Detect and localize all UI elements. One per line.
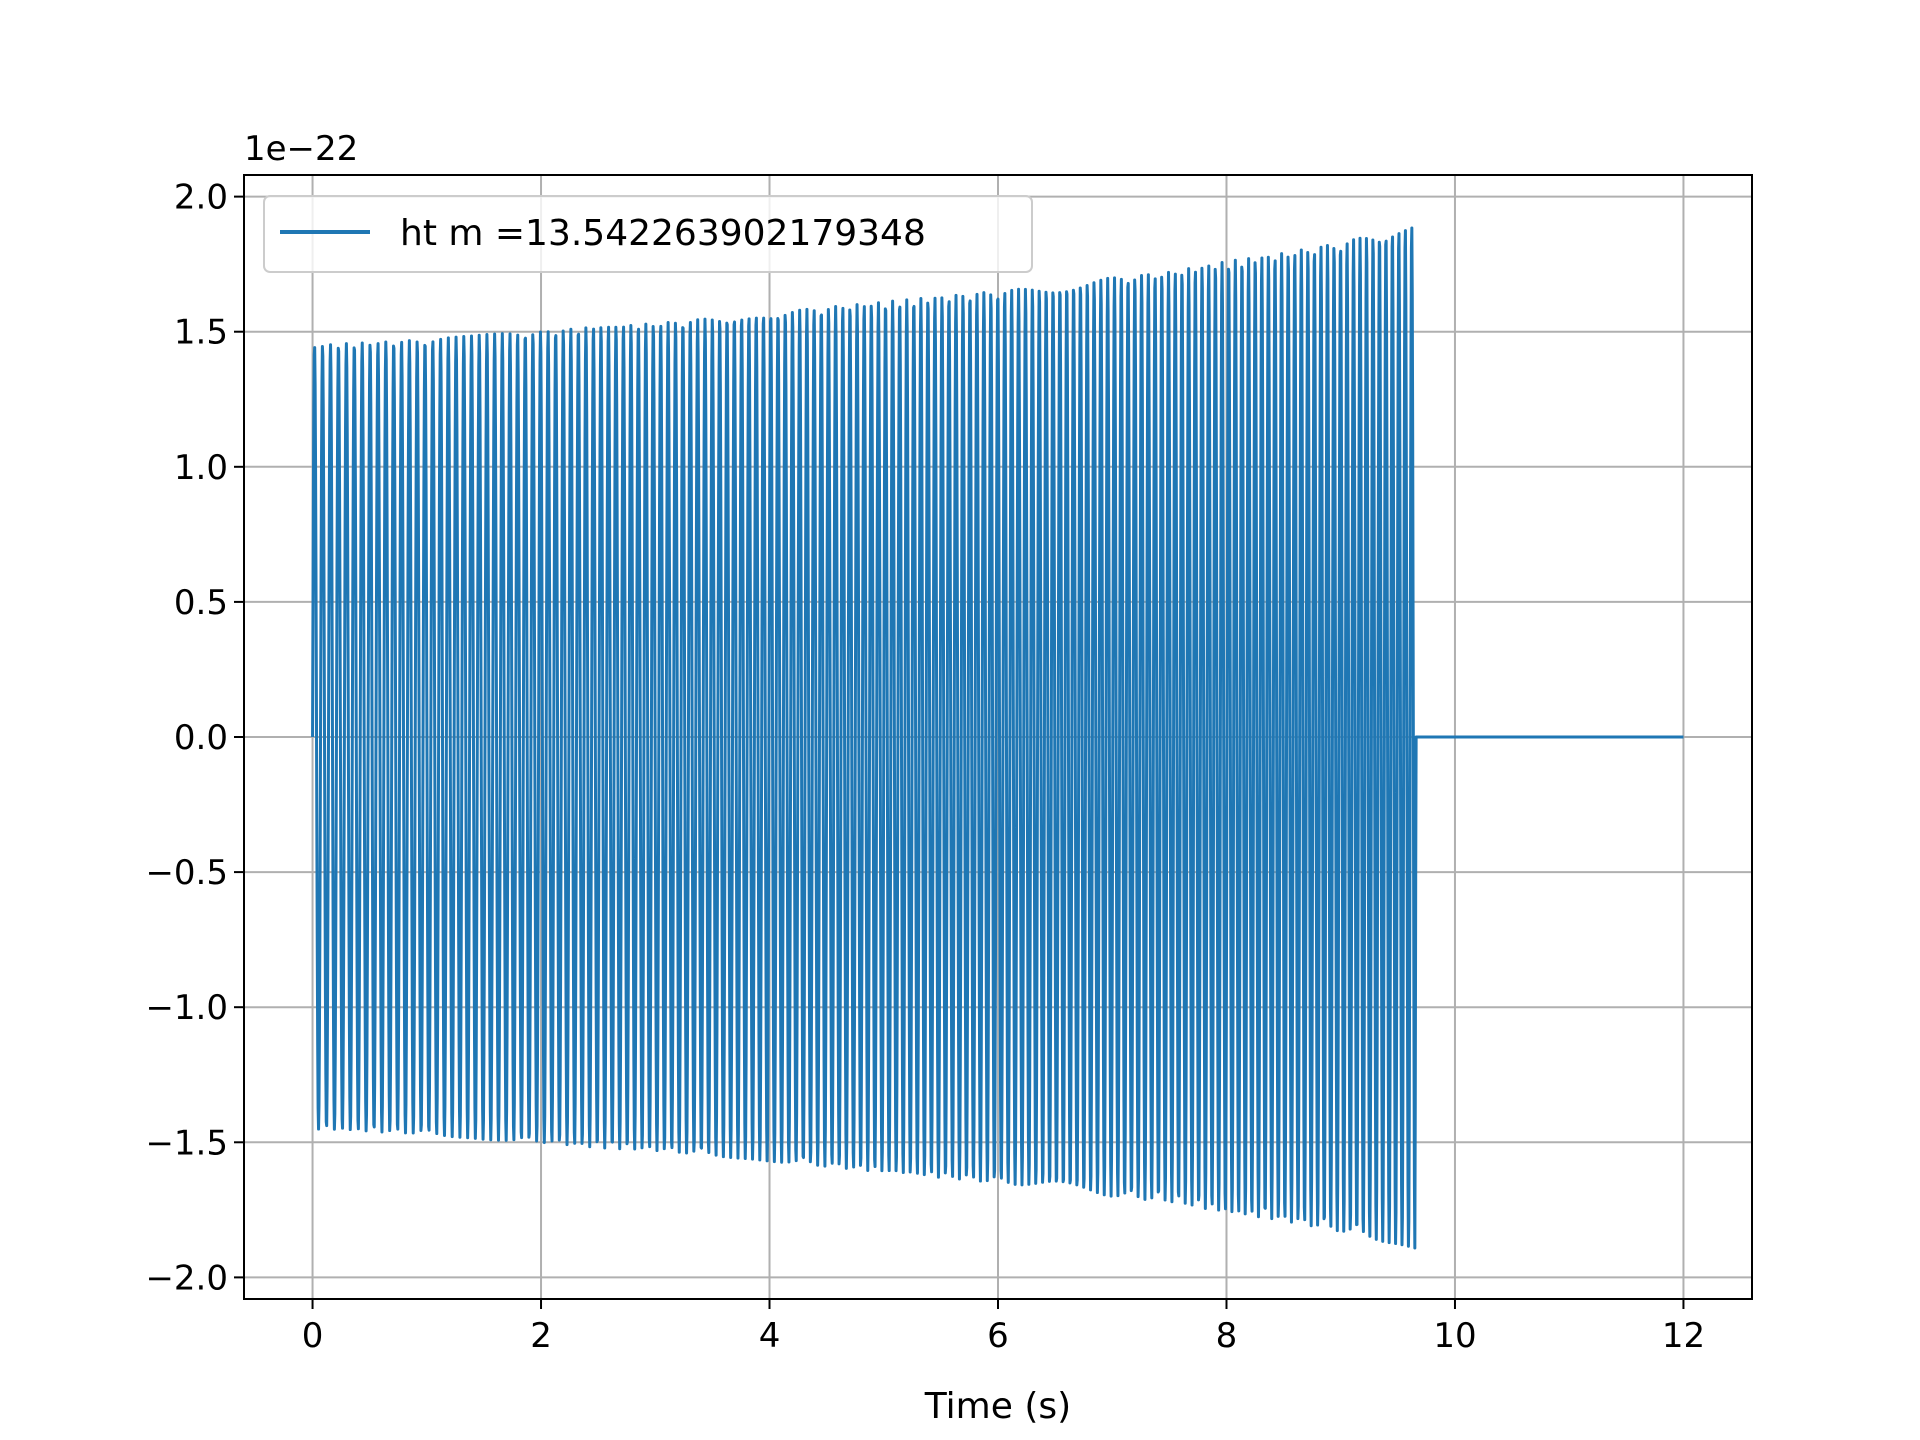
y-tick-label: 0.0 [174, 718, 228, 758]
x-axis-label: Time (s) [924, 1386, 1071, 1427]
y-tick-label: −1.0 [145, 988, 228, 1028]
legend-box [263, 195, 1033, 273]
y-tick-label: −1.5 [145, 1123, 228, 1163]
y-tick-label: −2.0 [145, 1258, 228, 1298]
legend: ht m =13.542263902179348 [263, 195, 1033, 273]
tick-labels: 0 2 4 6 8 10 12 2.0 1.5 1.0 0.5 0.0 −0.5 −1.0 −1.5 −2.0 [145, 178, 1705, 1356]
x-tick-label: 12 [1662, 1316, 1705, 1356]
legend-label: ht m =13.542263902179348 [400, 213, 926, 254]
x-tick-label: 6 [987, 1316, 1009, 1356]
x-tick-label: 8 [1216, 1316, 1238, 1356]
y-tick-label: 0.5 [174, 583, 228, 623]
y-offset-text: 1e−22 [244, 129, 358, 169]
y-tick-label: 2.0 [174, 178, 228, 218]
x-tick-label: 10 [1433, 1316, 1476, 1356]
series-line-ht [311, 226, 1685, 1250]
x-tick-label: 0 [302, 1316, 324, 1356]
x-tick-label: 2 [530, 1316, 552, 1356]
tick-marks [234, 195, 1685, 1309]
y-tick-label: 1.5 [174, 313, 228, 353]
y-tick-label: 1.0 [174, 448, 228, 488]
x-tick-label: 4 [759, 1316, 781, 1356]
y-tick-label: −0.5 [145, 853, 228, 893]
series-layer [311, 226, 1685, 1250]
